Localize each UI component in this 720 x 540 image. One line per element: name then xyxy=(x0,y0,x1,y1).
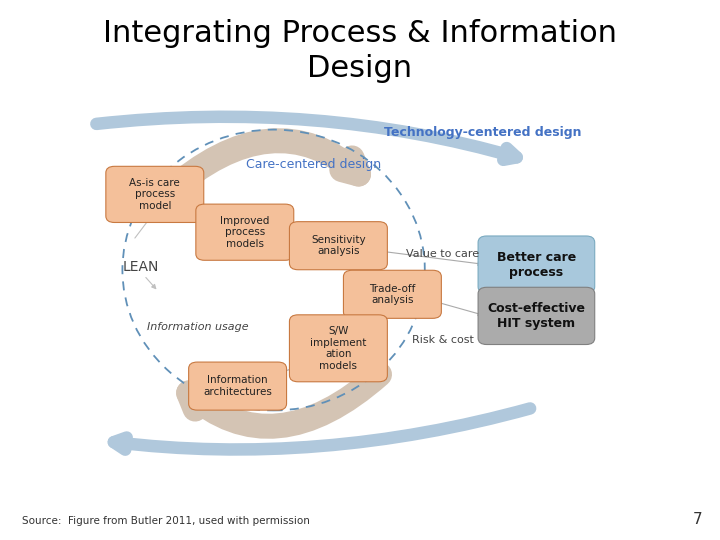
FancyBboxPatch shape xyxy=(106,166,204,222)
Text: Design: Design xyxy=(307,54,413,83)
Text: Integrating Process & Information: Integrating Process & Information xyxy=(103,19,617,48)
Text: Value to care: Value to care xyxy=(406,249,480,259)
FancyBboxPatch shape xyxy=(478,236,595,293)
Text: Source:  Figure from Butler 2011, used with permission: Source: Figure from Butler 2011, used wi… xyxy=(22,516,310,526)
FancyBboxPatch shape xyxy=(343,271,441,319)
Text: Cost-effective
HIT system: Cost-effective HIT system xyxy=(487,302,585,330)
FancyBboxPatch shape xyxy=(289,315,387,382)
FancyBboxPatch shape xyxy=(189,362,287,410)
Text: S/W
implement
ation
models: S/W implement ation models xyxy=(310,326,366,370)
Text: Information
architectures: Information architectures xyxy=(203,375,272,397)
Text: Information usage: Information usage xyxy=(147,322,249,332)
Text: Care-centered design: Care-centered design xyxy=(246,158,381,171)
Text: Better care
process: Better care process xyxy=(497,251,576,279)
Text: Trade-off
analysis: Trade-off analysis xyxy=(369,284,415,305)
Text: Technology-centered design: Technology-centered design xyxy=(384,126,581,139)
Text: Risk & cost: Risk & cost xyxy=(412,335,474,345)
Text: Improved
process
models: Improved process models xyxy=(220,215,269,249)
Text: LEAN: LEAN xyxy=(122,260,159,274)
FancyBboxPatch shape xyxy=(196,204,294,260)
Text: Sensitivity
analysis: Sensitivity analysis xyxy=(311,235,366,256)
FancyBboxPatch shape xyxy=(478,287,595,345)
FancyBboxPatch shape xyxy=(289,221,387,269)
Text: 7: 7 xyxy=(693,511,702,526)
Text: As-is care
process
model: As-is care process model xyxy=(130,178,180,211)
